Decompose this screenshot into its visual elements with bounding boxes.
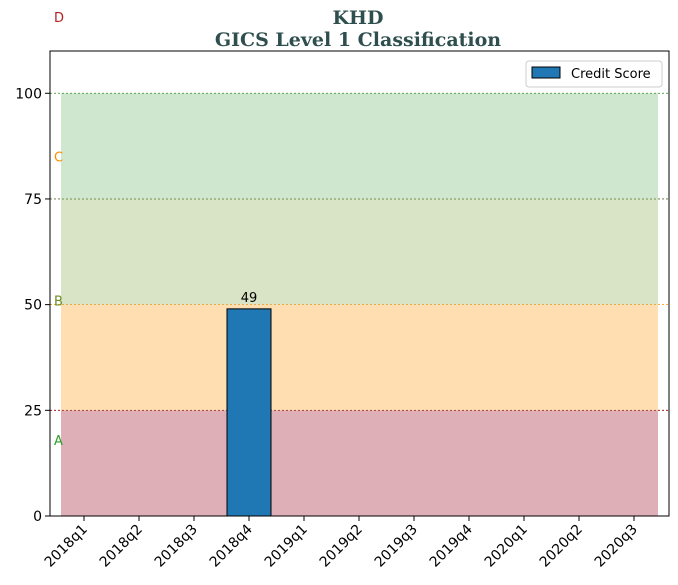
x-tick-label-2019q4: 2019q4 — [427, 521, 476, 570]
x-tick-label-2018q4: 2018q4 — [207, 521, 256, 570]
x-tick-label-2018q2: 2018q2 — [97, 522, 146, 571]
band-label-c: C — [54, 151, 63, 166]
x-tick-label-2019q3: 2019q3 — [372, 522, 421, 571]
legend-swatch-credit-score — [531, 66, 561, 79]
y-tick-label-0: 0 — [33, 509, 42, 525]
x-tick-label-2018q3: 2018q3 — [152, 522, 201, 571]
band-a — [61, 410, 658, 516]
data-label-2018q4: 49 — [241, 291, 258, 306]
x-tick-label-2019q2: 2019q2 — [317, 522, 366, 571]
band-c — [61, 198, 658, 305]
band-b — [61, 304, 658, 411]
y-tick-label-100: 100 — [15, 86, 42, 102]
x-tick-label-2018q1: 2018q1 — [42, 522, 91, 571]
rating-bands — [50, 92, 669, 516]
band-d — [61, 93, 658, 199]
band-label-b: B — [54, 294, 63, 309]
x-tick-label-2020q1: 2020q1 — [482, 522, 531, 571]
y-tick-label-50: 50 — [24, 298, 42, 314]
x-tick-label-2020q3: 2020q3 — [592, 522, 641, 571]
y-tick-label-25: 25 — [24, 403, 42, 419]
bar-2018q4 — [226, 308, 272, 517]
chart-subtitle: GICS Level 1 Classification — [215, 29, 501, 51]
legend-label-credit-score: Credit Score — [571, 67, 651, 82]
x-tick-label-2019q1: 2019q1 — [262, 522, 311, 571]
band-labels: A B C D — [54, 11, 64, 449]
band-label-a: A — [54, 434, 63, 449]
legend: Credit Score — [525, 60, 663, 88]
x-tick-label-2020q2: 2020q2 — [537, 522, 586, 571]
bar-series: 49 — [226, 291, 272, 517]
y-tick-label-75: 75 — [24, 192, 42, 208]
band-label-d: D — [54, 11, 64, 26]
chart-title: KHD — [333, 7, 384, 29]
